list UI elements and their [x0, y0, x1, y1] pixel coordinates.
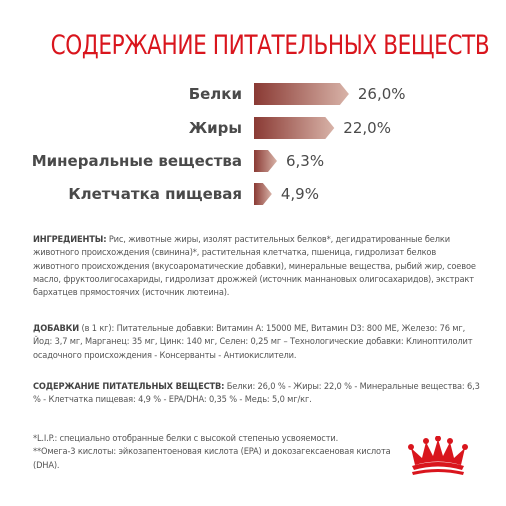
ingredients-text: Рис, животные жиры, изолят растительных …: [33, 234, 476, 299]
nutrients-text: Белки: 26,0 % - Жиры: 22,0 % - Минеральн…: [33, 381, 480, 406]
bar-label: Белки: [189, 85, 242, 103]
additives-heading: ДОБАВКИ: [33, 323, 80, 334]
nutrients-heading: СОДЕРЖАНИЕ ПИТАТЕЛЬНЫХ ВЕЩЕСТВ:: [33, 381, 225, 392]
footnote-omega: **Омега-3 кислоты: эйкозапентоеновая кис…: [33, 446, 391, 471]
bar-value-label: 22,0%: [343, 119, 391, 137]
additives-text: (в 1 кг): Питательные добавки: Витамин A…: [33, 323, 473, 361]
bar: [254, 150, 277, 172]
ingredients-heading: ИНГРЕДИЕНТЫ:: [33, 234, 107, 245]
bar: [254, 183, 272, 205]
nutrients-section: СОДЕРЖАНИЕ ПИТАТЕЛЬНЫХ ВЕЩЕСТВ: Белки: 2…: [33, 380, 481, 407]
bar: [254, 117, 335, 139]
bar: [254, 83, 349, 105]
bar-value-label: 26,0%: [358, 85, 406, 103]
footnotes-section: *L.I.P.: специально отобранные белки с в…: [33, 432, 403, 472]
bar-value-label: 6,3%: [286, 152, 324, 170]
footnote-lip: *L.I.P.: специально отобранные белки с в…: [33, 433, 339, 444]
page-title: СОДЕРЖАНИЕ ПИТАТЕЛЬНЫХ ВЕЩЕСТВ: [50, 30, 490, 61]
crown-logo-icon: [408, 436, 468, 475]
bar-value-label: 4,9%: [281, 185, 319, 203]
nutrient-bar-chart: Белки 26,0% Жиры 22,0% Минеральные вещества 6…: [32, 83, 406, 205]
bar-label: Клетчатка пищевая: [68, 185, 242, 203]
bar-label: Жиры: [189, 119, 242, 137]
bar-label: Минеральные вещества: [32, 152, 242, 170]
ingredients-section: ИНГРЕДИЕНТЫ: Рис, животные жиры, изолят …: [33, 233, 481, 299]
additives-section: ДОБАВКИ (в 1 кг): Питательные добавки: В…: [33, 322, 481, 362]
